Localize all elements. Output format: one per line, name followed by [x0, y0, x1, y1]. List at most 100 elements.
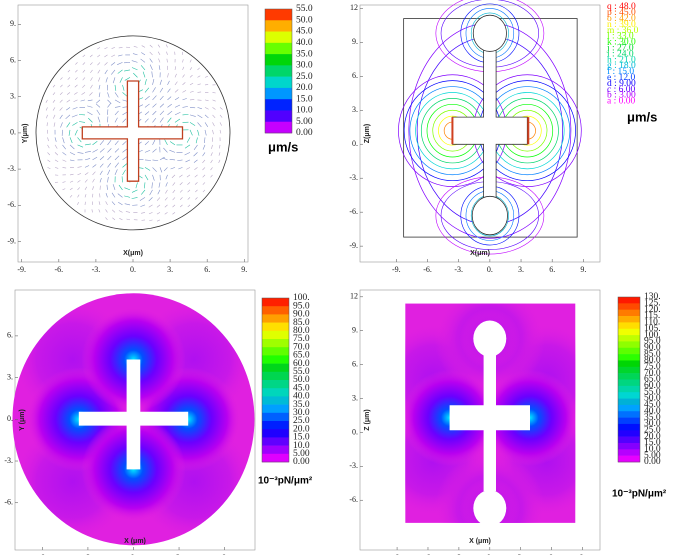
- velocity-vector: [69, 159, 75, 162]
- colorbar-cell: [618, 423, 640, 431]
- velocity-vector: [88, 117, 93, 123]
- velocity-vector: [131, 67, 138, 71]
- velocity-vector: [77, 194, 80, 198]
- body-outline: [81, 80, 184, 182]
- y-tick-label: 3.: [7, 372, 13, 381]
- velocity-vector: [99, 177, 102, 183]
- level-label: b : 3.00: [607, 91, 636, 101]
- x-tick-label: 6.: [549, 553, 555, 555]
- colorbar-label: 25.0: [644, 425, 661, 435]
- velocity-vector: [87, 99, 93, 102]
- velocity-vector: [104, 54, 108, 58]
- velocity-vector: [159, 117, 164, 123]
- colorbar-cell: [265, 42, 292, 55]
- velocity-vector: [74, 77, 78, 81]
- velocity-vector: [172, 197, 176, 201]
- velocity-vector: [159, 87, 164, 93]
- velocity-vector: [189, 59, 192, 63]
- colorbar-label: 50.0: [296, 15, 313, 25]
- velocity-vector: [122, 84, 125, 91]
- y-tick-label: 3.: [352, 393, 358, 402]
- colorbar-label: 0.00: [296, 128, 313, 138]
- colorbar-cell: [265, 99, 292, 111]
- velocity-vector: [68, 129, 71, 136]
- colorbar-label: 20.0: [293, 424, 310, 434]
- velocity-vector: [189, 114, 196, 117]
- y-tick-label: 3.: [352, 105, 358, 114]
- velocity-vector: [165, 182, 168, 187]
- velocity-vector: [99, 156, 105, 161]
- colorbar-cell: [265, 87, 292, 100]
- velocity-vector: [144, 159, 151, 161]
- velocity-vector: [67, 77, 71, 80]
- colorbar-cell: [262, 314, 289, 323]
- velocity-vector: [158, 65, 161, 70]
- velocity-vector: [59, 107, 63, 111]
- colorbar-cell: [262, 388, 289, 397]
- velocity-vector: [165, 189, 168, 194]
- velocity-vector: [211, 144, 213, 149]
- y-tick-label: -9.: [7, 236, 16, 245]
- velocity-vector: [179, 189, 183, 193]
- y-tick-label: -6.: [349, 207, 358, 216]
- velocity-vector: [151, 182, 153, 189]
- colorbar-label: 95.0: [293, 301, 310, 311]
- velocity-vector: [119, 77, 123, 83]
- velocity-vector: [66, 122, 71, 128]
- body-sphere: [472, 14, 507, 52]
- velocity-vector: [92, 149, 98, 153]
- velocity-vector: [141, 45, 146, 48]
- velocity-vector: [174, 81, 178, 86]
- velocity-vector: [204, 129, 207, 136]
- velocity-vector: [167, 103, 172, 108]
- velocity-vector: [62, 137, 65, 144]
- velocity-vector: [212, 92, 216, 94]
- velocity-vector: [92, 164, 97, 168]
- colorbar-cell: [618, 442, 640, 450]
- velocity-vector: [152, 174, 155, 181]
- velocity-vector: [114, 92, 119, 98]
- velocity-vector: [212, 99, 216, 102]
- colorbar-cell: [618, 322, 640, 330]
- velocity-vector: [112, 77, 116, 84]
- velocity-vector: [118, 184, 123, 191]
- velocity-vector: [132, 53, 138, 56]
- velocity-vector: [202, 174, 206, 178]
- velocity-vector: [151, 71, 153, 78]
- velocity-vector: [169, 159, 176, 161]
- velocity-vector: [84, 143, 91, 146]
- velocity-vector: [189, 74, 193, 78]
- x-tick-label: 9.: [241, 265, 247, 274]
- velocity-vector: [194, 167, 198, 171]
- velocity-vector: [97, 116, 101, 123]
- velocity-vector: [178, 167, 183, 170]
- velocity-vector: [72, 122, 78, 126]
- velocity-vector: [197, 83, 201, 86]
- velocity-vector: [54, 167, 59, 169]
- velocity-vector: [84, 172, 89, 176]
- velocity-vector: [125, 211, 131, 213]
- x-tick-label: -3.: [455, 553, 464, 555]
- velocity-vector: [98, 77, 101, 82]
- colorbar-label: 120.: [644, 305, 661, 315]
- colorbar-unit: μm/s: [268, 139, 298, 154]
- velocity-vector: [197, 75, 201, 78]
- velocity-vector: [166, 51, 168, 55]
- colorbar-label: 25.0: [293, 416, 310, 426]
- colorbar-label: 45.0: [293, 383, 310, 393]
- y-tick-label: 9.: [10, 19, 16, 28]
- x-tick-label: -3.: [92, 265, 101, 274]
- velocity-vector: [96, 109, 101, 116]
- velocity-vector: [66, 99, 71, 103]
- velocity-vector: [111, 209, 116, 213]
- velocity-vector: [174, 73, 177, 78]
- level-unit: μm/s: [627, 109, 657, 124]
- panel: -9. -6. -3. 0. 3. 6. 9. 9. 6. 3. 0. -3. -6. -9. X(μm) Y…: [7, 4, 313, 274]
- velocity-vector: [114, 162, 119, 168]
- velocity-vector: [107, 92, 110, 98]
- velocity-vector: [124, 203, 131, 206]
- colorbar-label: 35.0: [293, 400, 310, 410]
- y-tick-label: -9.: [349, 241, 358, 250]
- velocity-vector: [124, 69, 131, 72]
- velocity-vector: [135, 182, 138, 189]
